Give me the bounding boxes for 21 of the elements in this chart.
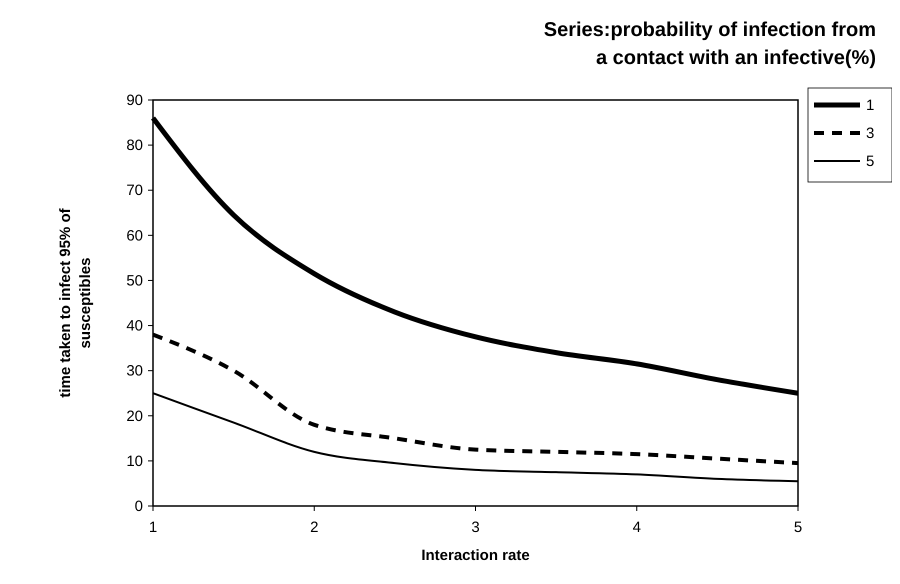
x-tick-label: 1 [148,519,158,536]
x-axis-title: Interaction rate [421,547,530,564]
legend-label: 3 [866,125,874,142]
y-tick-label: 50 [126,272,143,290]
y-tick-label: 40 [126,318,143,335]
y-tick-label: 20 [126,408,143,425]
legend-label: 5 [866,153,874,170]
x-tick-label: 5 [794,519,802,536]
y-tick-label: 10 [126,452,143,470]
x-tick-label: 4 [632,519,641,536]
chart-title: Series:probability of infection from a contact with an infective(%) [544,19,876,69]
y-tick-label: 90 [126,92,143,109]
y-tick-label: 0 [134,498,143,515]
y-tick-label: 30 [126,362,143,380]
y-tick-label: 60 [126,227,143,244]
legend-label: 1 [866,97,874,114]
x-tick-label: 2 [310,519,318,536]
y-tick-label: 70 [126,182,143,200]
y-axis-title: time taken to infect 95% of susceptibles [57,207,94,398]
x-tick-label: 3 [471,519,480,536]
y-tick-label: 80 [126,137,143,154]
